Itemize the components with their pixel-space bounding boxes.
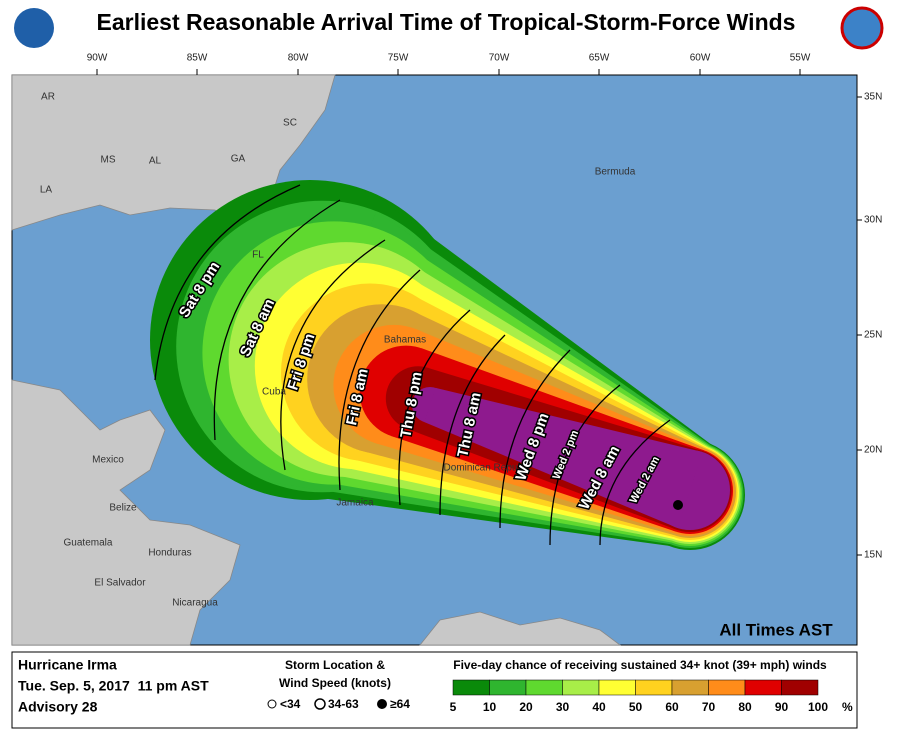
scale-swatch xyxy=(598,679,636,696)
scale-tick: 100 xyxy=(808,700,828,714)
lon-label: 70W xyxy=(489,53,510,64)
place-label: LA xyxy=(40,185,53,196)
symbol-label: 34-63 xyxy=(328,697,359,711)
symbol-label: <34 xyxy=(280,697,301,711)
lat-label: 15N xyxy=(864,550,882,561)
scale-swatch xyxy=(781,679,819,696)
nws-logo xyxy=(840,6,884,50)
swath-band xyxy=(412,387,730,530)
noaa-logo xyxy=(14,8,54,48)
lon-label: 55W xyxy=(790,53,811,64)
scale-swatch xyxy=(452,679,490,696)
scale-swatch xyxy=(708,679,746,696)
symbol-label: ≥64 xyxy=(390,697,410,711)
advisory-number: Advisory 28 xyxy=(18,699,98,715)
lon-label: 65W xyxy=(589,53,610,64)
probability-swath xyxy=(150,180,745,550)
legend-panel xyxy=(11,651,858,729)
time-contours xyxy=(154,184,671,546)
scale-swatch xyxy=(671,679,709,696)
location-title: Storm Location & xyxy=(285,658,385,672)
lat-label: 35N xyxy=(864,92,882,103)
place-label: Dominican Republic xyxy=(444,463,533,474)
storm-name: Hurricane Irma xyxy=(18,657,117,673)
title: Earliest Reasonable Arrival Time of Trop… xyxy=(97,9,796,35)
scale-tick: 50 xyxy=(629,700,643,714)
scale-tick: 90 xyxy=(775,700,789,714)
place-label: Nicaragua xyxy=(172,598,218,609)
place-label: FL xyxy=(252,250,264,261)
scale-tick: 30 xyxy=(556,700,570,714)
place-label: GA xyxy=(231,154,246,165)
symbol-hurricane xyxy=(377,699,387,709)
note: All Times AST xyxy=(719,620,833,639)
place-label: SC xyxy=(283,118,297,129)
lat-label: 20N xyxy=(864,445,882,456)
symbol-weak xyxy=(267,699,277,709)
lon-label: 85W xyxy=(187,53,208,64)
scale-tick: 20 xyxy=(519,700,533,714)
scale-tick: 5 xyxy=(450,700,457,714)
lon-label: 75W xyxy=(388,53,409,64)
place-label: Jamaica xyxy=(336,498,374,509)
place-label: AR xyxy=(41,92,55,103)
scale-title: Five-day chance of receiving sustained 3… xyxy=(453,658,827,672)
scale-swatch xyxy=(635,679,673,696)
lon-label: 90W xyxy=(87,53,108,64)
lon-label: 80W xyxy=(288,53,309,64)
place-label: Cuba xyxy=(262,387,286,398)
symbol-ts xyxy=(314,698,326,710)
place-label: AL xyxy=(149,156,162,167)
scale-swatch xyxy=(525,679,563,696)
place-label: MS xyxy=(101,155,116,166)
band-body xyxy=(424,387,703,529)
place-label: Belize xyxy=(109,503,137,514)
place-label: Bermuda xyxy=(595,167,636,178)
lon-label: 60W xyxy=(690,53,711,64)
place-label: El Salvador xyxy=(94,578,146,589)
scale-tick: 40 xyxy=(592,700,606,714)
scale-swatch xyxy=(744,679,782,696)
scale-unit: % xyxy=(842,700,853,714)
scale-tick: 10 xyxy=(483,700,497,714)
wind-title: Wind Speed (knots) xyxy=(279,676,391,690)
place-label: Guatemala xyxy=(64,538,113,549)
scale-swatch xyxy=(489,679,527,696)
storm-center xyxy=(673,500,683,510)
place-label: Bahamas xyxy=(384,335,426,346)
place-label: Mexico xyxy=(92,455,124,466)
lat-label: 25N xyxy=(864,330,882,341)
scale-tick: 60 xyxy=(665,700,679,714)
scale-tick: 70 xyxy=(702,700,716,714)
place-label: Honduras xyxy=(148,548,191,559)
lat-label: 30N xyxy=(864,215,882,226)
scale-tick: 80 xyxy=(738,700,752,714)
advisory-date: Tue. Sep. 5, 2017 11 pm AST xyxy=(18,678,209,694)
scale-swatch xyxy=(562,679,600,696)
